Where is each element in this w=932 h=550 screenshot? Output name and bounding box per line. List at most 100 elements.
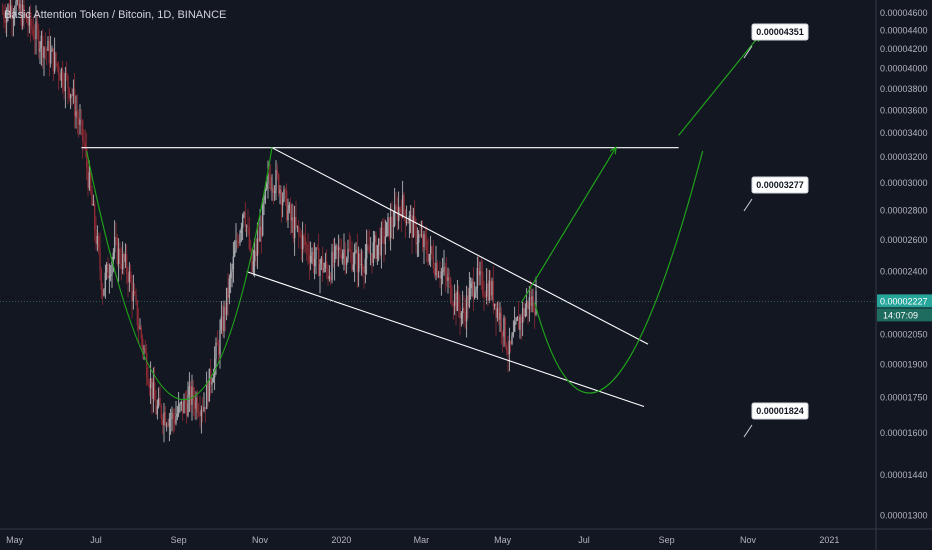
x-tick-label: Sep	[659, 535, 675, 545]
candle-body	[155, 400, 157, 415]
x-tick-label: Mar	[414, 535, 430, 545]
candle-body	[491, 281, 493, 296]
callout-box	[751, 23, 809, 41]
candle-body	[503, 317, 505, 337]
candle-body	[417, 234, 420, 243]
price-axis[interactable]: 0.00004600 0.00004400 0.00004200 0.00004000…	[880, 8, 928, 521]
callout-text: 0.00003277	[756, 180, 804, 190]
candle-body	[189, 386, 192, 405]
candle-body	[175, 416, 177, 424]
y-tick-label: 0.00003200	[880, 152, 928, 162]
candle-body	[495, 303, 497, 318]
candle-body	[129, 271, 132, 282]
candle-body	[295, 217, 297, 226]
projection-arrow	[520, 147, 617, 303]
candle-body	[316, 247, 319, 249]
time-axis[interactable]: May Jul Sep Nov 2020 Mar May Jul Sep Nov 2021	[6, 535, 839, 545]
callout-box	[751, 176, 809, 194]
candle-body	[427, 253, 429, 262]
candle-body	[389, 216, 392, 238]
candle-body	[39, 48, 41, 52]
candle-body	[496, 308, 499, 318]
candle-body	[268, 174, 271, 178]
candle-body	[429, 246, 432, 254]
candle-body	[197, 412, 200, 414]
candle-body	[203, 407, 205, 411]
candle-body	[97, 235, 100, 249]
callout-pointer	[743, 198, 753, 212]
callout-pointer	[743, 45, 753, 59]
candle-body	[144, 348, 147, 353]
candle-body	[412, 216, 415, 238]
candle-body	[384, 236, 387, 245]
candle-body	[401, 194, 404, 218]
candle-body	[504, 317, 507, 346]
candle-body	[473, 293, 476, 298]
candle-body	[204, 407, 207, 410]
candle-body	[191, 386, 193, 405]
candle-body	[133, 290, 136, 295]
candle-body	[452, 304, 455, 306]
candle-body	[464, 312, 467, 322]
candle-body	[179, 403, 181, 405]
candle-body	[51, 48, 53, 52]
y-tick-label: 0.00002800	[880, 205, 928, 215]
candle-body	[68, 88, 71, 99]
candle-body	[277, 174, 280, 194]
candle-body	[321, 257, 324, 273]
candle-body	[27, 22, 29, 26]
x-tick-label: Jul	[90, 535, 102, 545]
candle-body	[423, 234, 425, 248]
candle-body	[212, 377, 215, 383]
candle-body	[525, 300, 528, 309]
candle-body	[193, 401, 196, 409]
candle-body	[312, 251, 315, 266]
candle-body	[387, 217, 389, 223]
candle-body	[107, 263, 109, 279]
candle-body	[533, 312, 536, 315]
x-tick-label: May	[494, 535, 512, 545]
callout-text: 0.00001824	[756, 406, 804, 416]
candle-body	[220, 316, 223, 330]
candle-body	[411, 214, 413, 238]
y-tick-label: 0.00001900	[880, 360, 928, 370]
candle-body	[361, 264, 364, 271]
candle-body	[57, 66, 60, 76]
candle-body	[320, 257, 323, 265]
candle-body	[272, 188, 275, 194]
candle-body	[527, 300, 529, 310]
candle-body	[419, 234, 421, 236]
candle-body	[424, 234, 427, 241]
candle-body	[221, 316, 224, 332]
candle-body	[432, 254, 435, 269]
candle-body	[449, 278, 452, 301]
candle-body	[459, 307, 461, 319]
candle-body	[487, 283, 489, 301]
candle-body	[125, 254, 128, 274]
candle-body	[435, 262, 437, 276]
candle-body	[315, 247, 317, 259]
candle-body	[241, 215, 244, 228]
candle-body	[329, 276, 332, 281]
candle-body	[44, 47, 47, 50]
candle-body	[325, 261, 328, 270]
candle-body	[457, 291, 460, 308]
candle-body	[15, 1, 17, 13]
candle-body	[532, 296, 535, 313]
candle-body	[365, 244, 368, 259]
candle-body	[345, 259, 348, 265]
candle-body	[244, 212, 247, 227]
candle-body	[248, 228, 251, 249]
candle-body	[151, 378, 153, 399]
candle-body	[31, 26, 33, 30]
candle-body	[181, 401, 184, 414]
current-price-label: 0.00002227	[880, 296, 928, 306]
candle-body	[291, 217, 293, 221]
candle-body	[23, 4, 25, 15]
candle-body	[439, 276, 441, 279]
candle-body	[35, 21, 37, 39]
candle-body	[461, 307, 464, 313]
candle-body	[396, 206, 399, 222]
candle-body	[92, 203, 95, 206]
projected-curve	[534, 150, 704, 394]
